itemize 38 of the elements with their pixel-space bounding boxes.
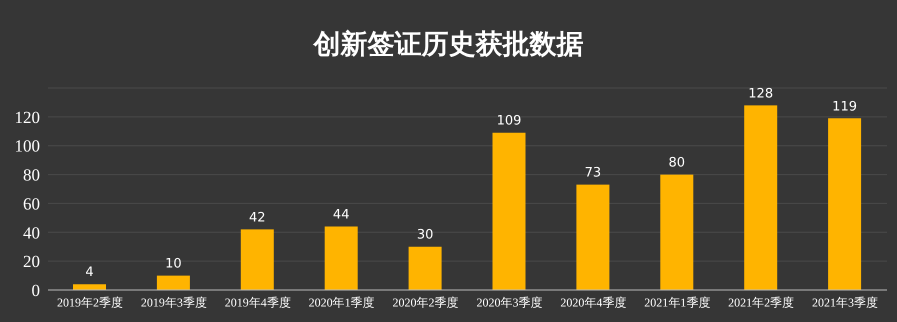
bar [324,226,358,290]
x-tick-label: 2021年1季度 [644,296,710,310]
y-tick-label: 20 [23,252,40,272]
bar [492,132,526,290]
y-tick-label: 120 [14,108,40,127]
chart-title: 创新签证历史获批数据 [312,28,584,62]
data-label: 4 [85,265,94,280]
bar [744,105,778,290]
data-label: 44 [332,208,350,223]
x-tick-label: 2021年2季度 [728,296,794,310]
data-label: 42 [249,210,266,226]
data-label: 119 [832,99,858,114]
data-label: 73 [584,166,602,181]
bar [576,184,610,290]
y-tick-label: 100 [14,136,40,156]
data-label: 128 [748,86,774,102]
x-tick-label: 2020年1季度 [308,296,375,310]
data-label: 109 [496,114,522,129]
x-tick-label: 2019年2季度 [56,296,123,310]
x-tick-label: 2020年4季度 [560,296,626,310]
bar [240,229,274,290]
y-tick-label: 0 [32,281,40,300]
x-tick-label: 2019年4季度 [224,296,291,310]
y-tick-label: 40 [23,223,40,242]
x-tick-label: 2020年3季度 [476,296,542,310]
data-label: 10 [165,256,182,272]
x-tick-label: 2021年3季度 [812,296,878,310]
bar [73,284,106,290]
x-tick-label: 2020年2季度 [392,296,459,310]
data-label: 30 [416,228,434,243]
y-tick-label: 60 [23,194,40,214]
x-tick-label: 2019年3季度 [140,296,207,310]
bar [660,174,694,290]
bar [828,118,862,290]
bar [408,246,442,290]
data-label: 80 [668,156,686,171]
bar [156,276,190,290]
y-tick-label: 80 [23,166,40,185]
